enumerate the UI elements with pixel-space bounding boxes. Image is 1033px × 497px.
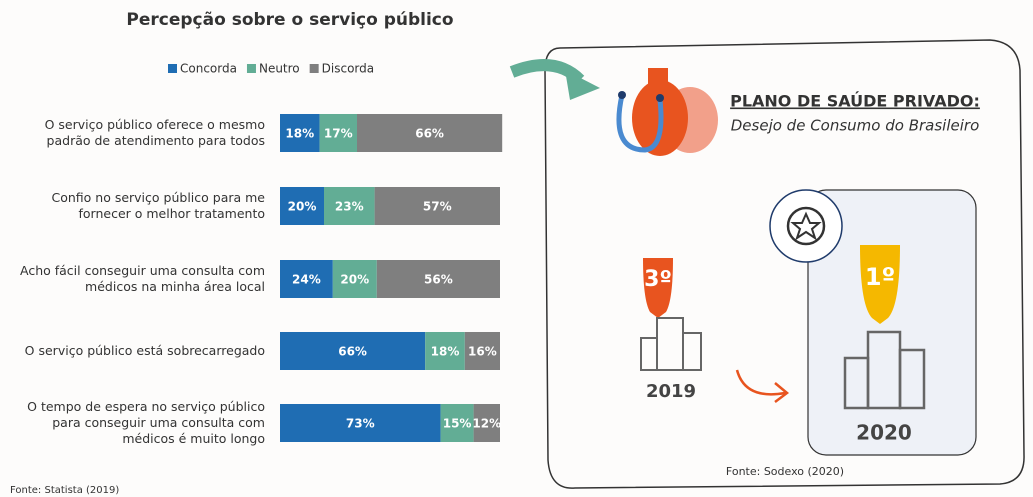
pin-3 [643, 258, 673, 318]
bar-segment [473, 404, 500, 442]
bar-segment [280, 332, 426, 370]
bar-segment [374, 187, 500, 225]
bar-segment [280, 260, 333, 298]
source: Fonte: Statista (2019) [10, 485, 119, 496]
stetho-tip [618, 91, 626, 99]
podium-2019 [640, 317, 702, 371]
bar-segment [280, 187, 324, 225]
rank-2019: 3º [644, 267, 672, 292]
stetho-tip [656, 94, 664, 102]
value-label: 12% [472, 417, 501, 431]
year-2020: 2020 [856, 421, 912, 445]
badge-star [790, 211, 822, 241]
arrow-orange [735, 369, 786, 396]
bar-segment [357, 114, 503, 152]
value-label: 66% [415, 127, 444, 141]
category-label: O serviço público oferece o mesmo padrão… [44, 117, 265, 148]
value-label: 18% [431, 345, 460, 359]
value-label: 24% [292, 273, 321, 287]
value-label: 15% [443, 417, 472, 431]
value-label: 23% [335, 200, 364, 214]
bar-segment [332, 260, 377, 298]
legend-label: Neutro [259, 62, 300, 76]
value-label: 18% [285, 127, 314, 141]
category-label: O tempo de espera no serviço público par… [27, 399, 265, 446]
bar-segment [280, 404, 441, 442]
value-label: 56% [424, 273, 453, 287]
bar-segment [376, 260, 500, 298]
year-2019: 2019 [646, 381, 696, 402]
value-label: 66% [338, 345, 367, 359]
bar-segment [425, 332, 465, 370]
bar-segment [324, 187, 375, 225]
bar-segment [440, 404, 474, 442]
bar-segment [280, 114, 320, 152]
panel-source: Fonte: Sodexo (2020) [726, 465, 844, 478]
podium-2020 [843, 330, 926, 410]
value-label: 20% [340, 273, 369, 287]
heart-top [648, 68, 668, 88]
highlight-box [807, 189, 977, 456]
legend-swatch [246, 64, 256, 73]
chart-title: Percepção sobre o serviço público [126, 10, 453, 30]
panel-title: PLANO DE SAÚDE PRIVADO: [730, 92, 980, 111]
arrow-head [565, 70, 600, 100]
category-label: Confio no serviço público para me fornec… [51, 190, 265, 221]
pin-1 [860, 245, 900, 324]
badge-ring [786, 206, 826, 246]
stethoscope [616, 94, 664, 153]
category-label: O serviço público está sobrecarregado [24, 343, 265, 358]
value-label: 73% [346, 417, 375, 431]
panel-subtitle: Desejo de Consumo do Brasileiro [731, 117, 980, 135]
rank-2020: 1º [865, 263, 895, 291]
bar-segment [319, 114, 357, 152]
value-label: 57% [423, 200, 452, 214]
value-label: 16% [468, 345, 497, 359]
bar-segment [464, 332, 500, 370]
value-label: 17% [324, 127, 353, 141]
legend-swatch [168, 64, 177, 73]
badge [769, 189, 843, 263]
legend-label: Concorda [180, 62, 237, 76]
arrow-orange-head [774, 382, 790, 403]
legend-label: Discorda [322, 62, 374, 76]
category-label: Acho fácil conseguir uma consulta com mé… [20, 263, 266, 294]
legend-swatch [309, 64, 319, 73]
value-label: 20% [288, 200, 317, 214]
